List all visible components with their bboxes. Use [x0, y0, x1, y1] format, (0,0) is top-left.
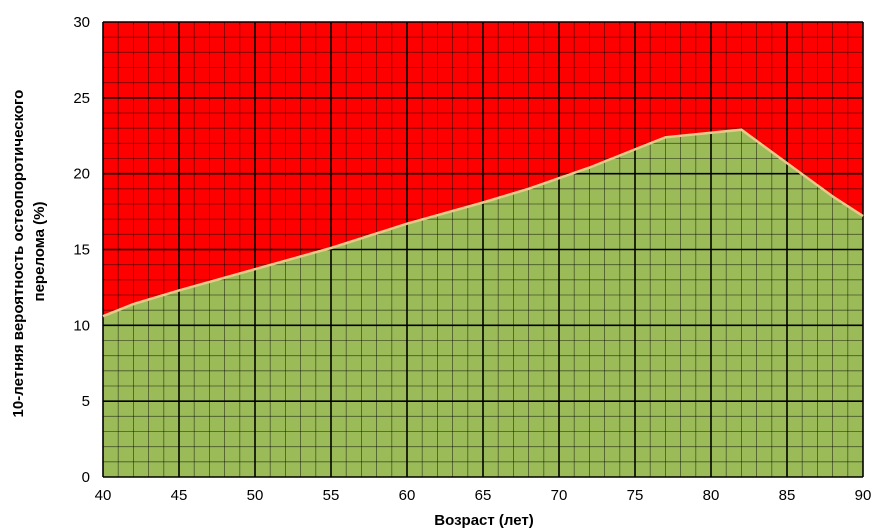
x-tick-label: 85	[779, 487, 796, 504]
x-tick-label: 70	[551, 487, 568, 504]
x-tick-labels: 40 45 50 55 60 65 70 75 80 85 90	[95, 487, 872, 504]
y-tick-label: 25	[73, 90, 90, 107]
y-axis-title: 10-летняя вероятность остеопоротического…	[10, 86, 48, 418]
y-axis-title-line-1: 10-летняя вероятность остеопоротического	[10, 90, 27, 418]
plot-area	[102, 21, 864, 478]
y-tick-label: 0	[82, 469, 90, 486]
y-axis-title-line-2: перелома (%)	[31, 202, 48, 302]
y-tick-label: 5	[82, 393, 90, 410]
y-tick-label: 15	[73, 242, 90, 259]
x-axis-title: Возраст (лет)	[434, 512, 533, 529]
x-tick-label: 75	[627, 487, 644, 504]
x-tick-label: 80	[703, 487, 720, 504]
y-tick-label: 20	[73, 166, 90, 183]
x-tick-label: 65	[475, 487, 492, 504]
x-tick-label: 50	[247, 487, 264, 504]
major-grid	[102, 21, 864, 478]
threshold-line	[102, 128, 864, 318]
y-tick-label: 10	[73, 317, 90, 334]
x-tick-label: 40	[95, 487, 112, 504]
x-tick-label: 45	[171, 487, 188, 504]
x-tick-label: 90	[855, 487, 872, 504]
y-tick-labels: 0 5 10 15 20 25 30	[73, 14, 90, 486]
y-tick-label: 30	[73, 14, 90, 31]
x-tick-label: 60	[399, 487, 416, 504]
x-tick-label: 55	[323, 487, 340, 504]
